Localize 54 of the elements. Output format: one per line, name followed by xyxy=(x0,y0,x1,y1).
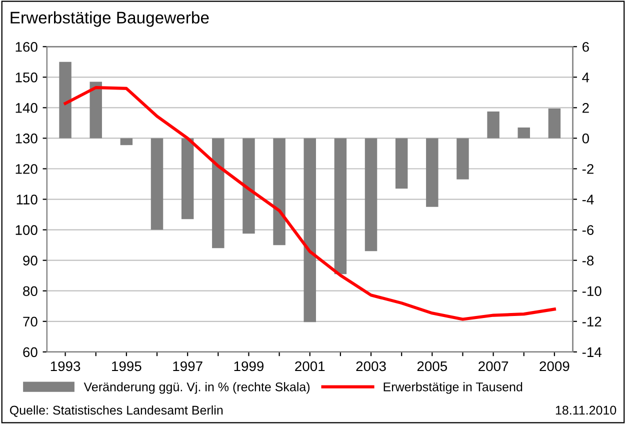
y-tick-label: 120 xyxy=(16,164,38,174)
x-tick-label: 2007 xyxy=(478,361,508,372)
bar xyxy=(548,108,561,138)
y-tick-label: 70 xyxy=(23,316,38,327)
y2-tick-label: -12 xyxy=(582,316,602,326)
y-tick-label: 80 xyxy=(23,286,38,296)
source-note: Quelle: Statistisches Landesamt Berlin xyxy=(10,405,223,417)
bar xyxy=(212,138,224,248)
y2-tick-label: 2 xyxy=(582,103,589,113)
x-tick-label: 1993 xyxy=(50,361,80,372)
bar xyxy=(181,138,194,220)
y-tick-label: 140 xyxy=(16,103,38,113)
x-tick-label: 2001 xyxy=(295,361,325,372)
bar xyxy=(120,138,133,146)
bar xyxy=(487,112,500,138)
bar xyxy=(518,128,530,138)
bar xyxy=(242,138,255,234)
line-series xyxy=(64,86,556,321)
bar xyxy=(395,138,408,189)
text: 18.11.2010 xyxy=(556,406,616,415)
x-tick-label: 1997 xyxy=(173,361,202,372)
y2-tick-label: -2 xyxy=(582,164,594,174)
x-tick-label: 2009 xyxy=(540,361,570,372)
bar xyxy=(426,138,438,207)
bar xyxy=(334,138,347,274)
y2-tick-label: 4 xyxy=(582,72,590,82)
bar xyxy=(456,138,469,180)
legend-label: Veränderung ggü. Vj. in % (rechte Skala) xyxy=(84,382,310,394)
y-tick-label: 100 xyxy=(16,225,38,235)
y-tick-label: 110 xyxy=(16,194,38,204)
y-tick-label: 130 xyxy=(16,134,38,144)
y2-tick-label: 0 xyxy=(582,134,589,144)
chart-title: Erwerbstätige Baugewerbe xyxy=(10,11,209,27)
y2-tick-label: -4 xyxy=(582,194,594,204)
y2-tick-label: -8 xyxy=(582,256,594,266)
x-tick-label: 2003 xyxy=(356,361,386,372)
bar xyxy=(273,138,286,246)
y2-tick-label: 6 xyxy=(582,42,589,52)
y-tick-label: 160 xyxy=(16,42,38,52)
y-tick-label: 60 xyxy=(23,347,38,358)
y-tick-label: 90 xyxy=(23,256,38,266)
bar xyxy=(90,82,102,138)
x-tick-label: 1999 xyxy=(234,361,264,372)
bar xyxy=(150,138,164,230)
bar xyxy=(304,138,316,322)
y2-tick-label: -10 xyxy=(582,286,602,296)
x-tick-label: 2005 xyxy=(417,361,448,372)
legend-label: Erwerbstätige in Tausend xyxy=(384,382,522,394)
bar xyxy=(59,62,72,138)
y2-tick-label: -14 xyxy=(582,347,602,357)
bar xyxy=(364,138,378,252)
x-tick-label: 1995 xyxy=(112,361,142,372)
y-tick-label: 150 xyxy=(16,72,38,82)
y2-tick-label: -6 xyxy=(582,225,594,235)
